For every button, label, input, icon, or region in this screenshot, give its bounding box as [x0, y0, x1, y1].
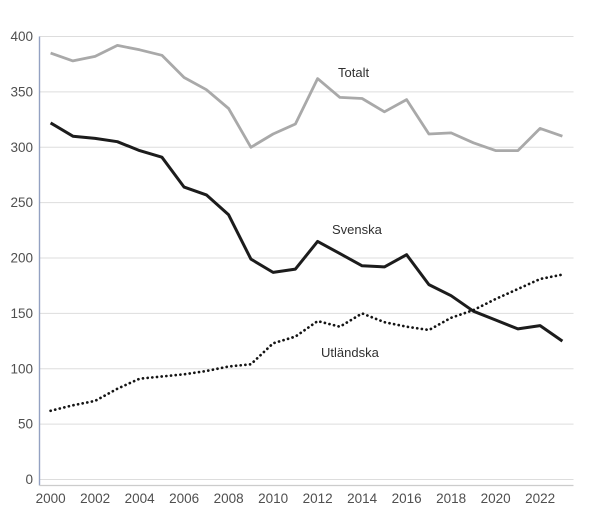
axes	[38, 36, 574, 487]
x-tick-label-2014: 2014	[347, 491, 378, 506]
utlandska-series-label: Utländska	[321, 345, 380, 360]
x-tick-label-2020: 2020	[481, 491, 511, 506]
x-tick-label-2022: 2022	[525, 491, 555, 506]
x-tick-label-2012: 2012	[303, 491, 333, 506]
y-tick-label-350: 350	[10, 84, 33, 99]
series-annotations: Totalt Svenska Utländska	[321, 65, 383, 360]
y-tick-label-150: 150	[10, 306, 33, 321]
x-tick-label-2004: 2004	[125, 491, 156, 506]
x-tick-label-2010: 2010	[258, 491, 288, 506]
y-tick-label-0: 0	[25, 472, 33, 487]
y-tick-label-200: 200	[10, 251, 33, 266]
totalt-line	[50, 44, 563, 153]
y-tick-label-300: 300	[10, 140, 33, 155]
x-tick-label-2008: 2008	[214, 491, 244, 506]
totalt-series-label: Totalt	[338, 65, 369, 80]
x-tick-label-2018: 2018	[436, 491, 466, 506]
y-tick-label-250: 250	[10, 195, 33, 210]
svenska-line	[49, 121, 564, 343]
data-series	[49, 44, 564, 413]
x-tick-label-2000: 2000	[36, 491, 66, 506]
x-tick-label-2006: 2006	[169, 491, 199, 506]
x-tick-label-2016: 2016	[392, 491, 422, 506]
tick-labels: 0 50 100 150 200 250 300 350 400 2000 2002 2004 2006…	[10, 29, 555, 506]
svenska-series-label: Svenska	[332, 222, 383, 237]
y-tick-label-400: 400	[10, 29, 33, 44]
x-tick-label-2002: 2002	[80, 491, 110, 506]
y-tick-label-100: 100	[10, 361, 33, 376]
y-tick-label-50: 50	[18, 417, 33, 432]
utlandska-line	[49, 273, 564, 413]
